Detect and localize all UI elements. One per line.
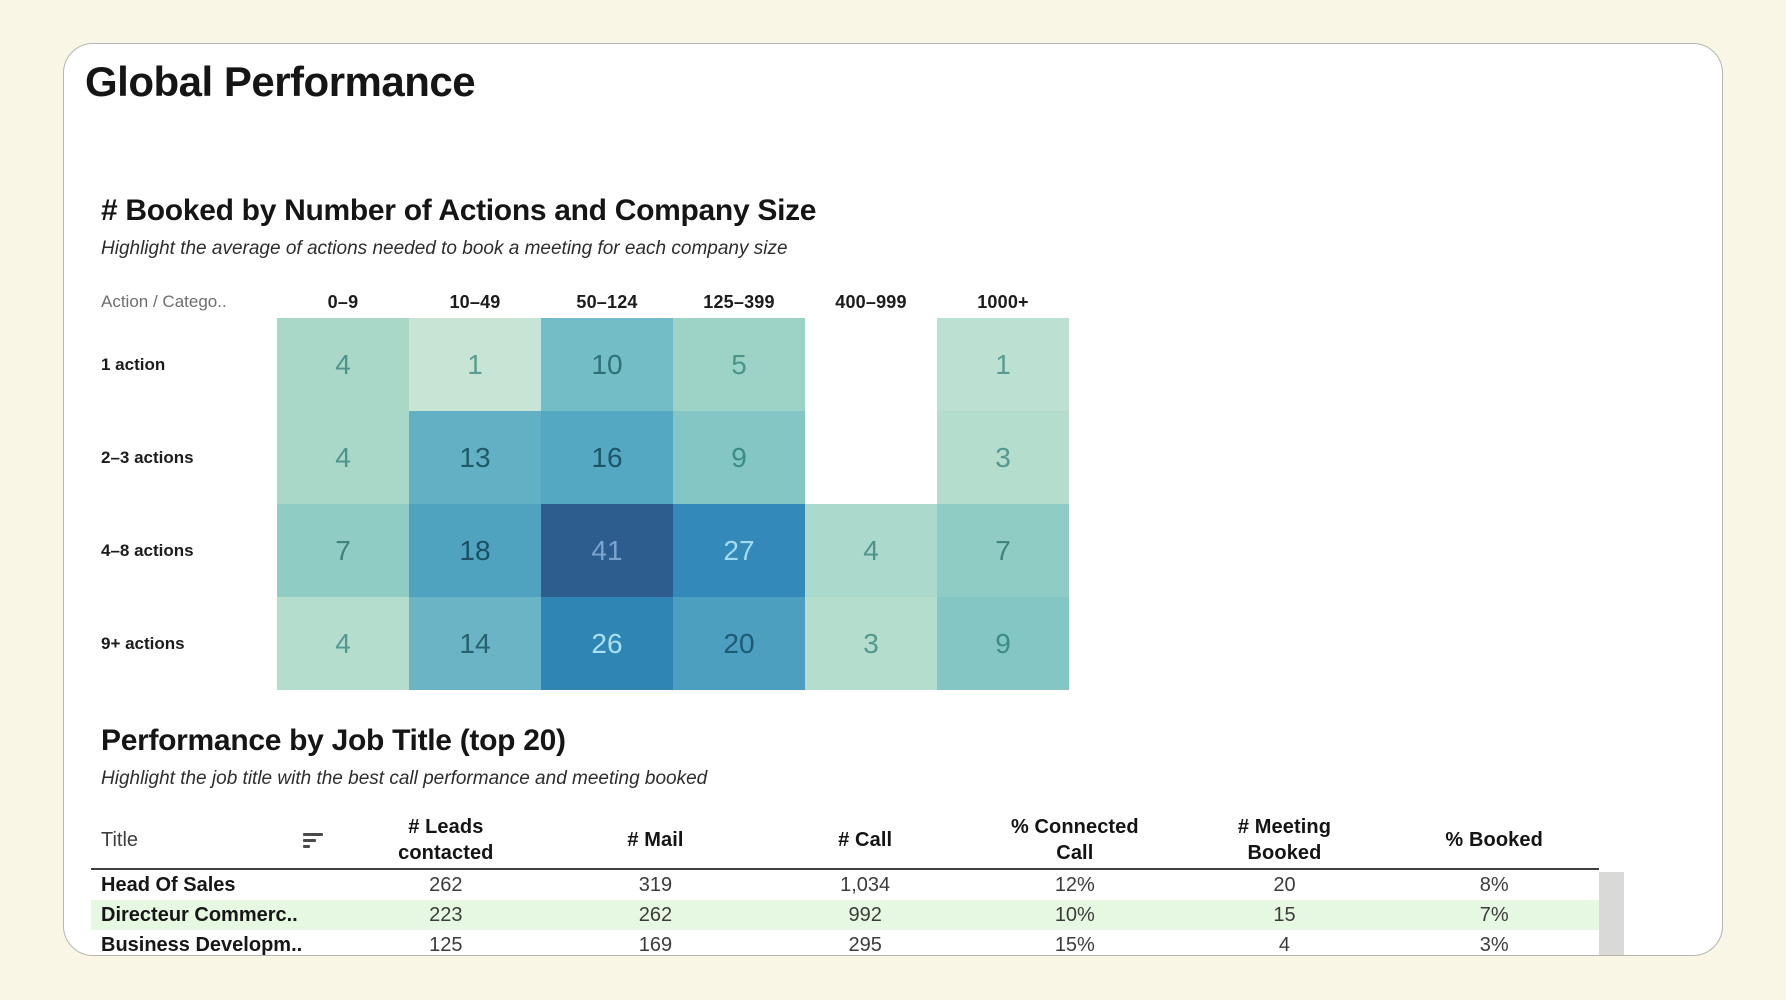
heatmap-row-label-1: 2–3 actions (101, 447, 194, 467)
heatmap-column-header-3: 125–399 (703, 291, 775, 312)
job-table-title: Performance by Job Title (top 20) (101, 724, 566, 757)
table-cell: 319 (638, 873, 673, 896)
table-cell: 262 (638, 903, 673, 926)
table-header-4: % Connected Call (1010, 816, 1139, 864)
table-cell-title: Business Developm.. (101, 933, 303, 956)
table-cell: 992 (848, 903, 882, 926)
heatmap-title: # Booked by Number of Actions and Compan… (101, 194, 817, 227)
heatmap-column-header-2: 50–124 (576, 291, 638, 312)
table-row[interactable]: Head Of Sales 262 319 1,034 12% 20 8% (91, 870, 1599, 900)
table-cell: 20 (1273, 873, 1296, 896)
table-header-2: # Mail (627, 829, 684, 851)
heatmap-cell[interactable]: 41 (541, 504, 673, 597)
table-cell: 10% (1054, 903, 1095, 926)
heatmap-cell[interactable]: 18 (409, 504, 541, 597)
table-cell: 12% (1054, 873, 1095, 896)
table-cell: 7% (1479, 903, 1509, 926)
table-scrollbar[interactable] (1599, 872, 1624, 955)
heatmap-cell[interactable]: 1 (937, 318, 1069, 411)
table-header-title-label: Title (101, 828, 139, 851)
heatmap-cell[interactable]: 27 (673, 504, 805, 597)
heatmap-cell[interactable]: 26 (541, 597, 673, 690)
table-header-3: # Call (838, 829, 893, 851)
heatmap-cell[interactable]: 3 (805, 597, 937, 690)
heatmap-cell[interactable]: 20 (673, 597, 805, 690)
heatmap-row-label-2: 4–8 actions (101, 540, 194, 560)
heatmap-corner-label: Action / Catego.. (101, 292, 227, 311)
heatmap-cell[interactable]: 1 (409, 318, 541, 411)
heatmap-row-label-3: 9+ actions (101, 633, 185, 653)
table-cell: 262 (429, 873, 463, 896)
page-title: Global Performance (85, 58, 476, 105)
job-title-table: Title # Leads contacted # Mail # Call % Conne… (91, 812, 1599, 956)
heatmap: Action / Catego.. 0–9 10–49 50–124 125–399 40… (101, 286, 1069, 690)
table-row[interactable]: Directeur Commerc.. 223 262 992 10% 15 7% (91, 900, 1599, 930)
table-cell-title: Head Of Sales (101, 873, 236, 896)
heatmap-cell[interactable]: 10 (541, 318, 673, 411)
heatmap-column-header-1: 10–49 (449, 291, 501, 312)
heatmap-cell[interactable]: 5 (673, 318, 805, 411)
heatmap-cell[interactable]: 14 (409, 597, 541, 690)
table-cell-title: Directeur Commerc.. (101, 903, 298, 926)
table-cell: 295 (848, 933, 882, 956)
table-header-6: % Booked (1445, 829, 1543, 851)
heatmap-cell[interactable]: 4 (277, 318, 409, 411)
heatmap-cell (805, 318, 937, 411)
table-cell: 1,034 (840, 873, 891, 896)
sort-descending-icon[interactable] (303, 832, 325, 848)
heatmap-cell[interactable]: 16 (541, 411, 673, 504)
heatmap-row-label-0: 1 action (101, 354, 166, 374)
heatmap-cell[interactable]: 3 (937, 411, 1069, 504)
heatmap-column-header-0: 0–9 (327, 291, 359, 312)
table-header-1: # Leads contacted (398, 816, 494, 864)
table-cell: 223 (429, 903, 463, 926)
table-cell: 15 (1273, 903, 1296, 926)
table-header-title: Title (91, 829, 341, 852)
heatmap-cell[interactable]: 9 (937, 597, 1069, 690)
heatmap-cell[interactable]: 4 (277, 411, 409, 504)
table-body: Head Of Sales 262 319 1,034 12% 20 8% Directeur… (91, 870, 1599, 956)
heatmap-column-header-5: 1000+ (977, 291, 1029, 312)
heatmap-cell[interactable]: 13 (409, 411, 541, 504)
heatmap-cell[interactable]: 7 (937, 504, 1069, 597)
job-table-subtitle: Highlight the job title with the best ca… (101, 768, 708, 789)
heatmap-cell[interactable]: 9 (673, 411, 805, 504)
heatmap-cell[interactable]: 7 (277, 504, 409, 597)
table-cell: 15% (1054, 933, 1095, 956)
table-header-5: # Meeting Booked (1237, 816, 1332, 864)
table-cell: 169 (638, 933, 673, 956)
table-cell: 8% (1479, 873, 1509, 896)
heatmap-cell (805, 411, 937, 504)
heatmap-cell[interactable]: 4 (277, 597, 409, 690)
table-cell: 3% (1479, 933, 1509, 956)
table-header-row: Title # Leads contacted # Mail # Call % Conne… (91, 812, 1599, 870)
table-cell: 4 (1278, 933, 1291, 956)
table-row[interactable]: Business Developm.. 125 169 295 15% 4 3% (91, 930, 1599, 956)
dashboard-card: Global Performance # Booked by Number of… (63, 43, 1723, 956)
heatmap-column-header-4: 400–999 (835, 291, 907, 312)
heatmap-subtitle: Highlight the average of actions needed … (101, 238, 788, 259)
table-cell: 125 (429, 933, 463, 956)
heatmap-cell[interactable]: 4 (805, 504, 937, 597)
